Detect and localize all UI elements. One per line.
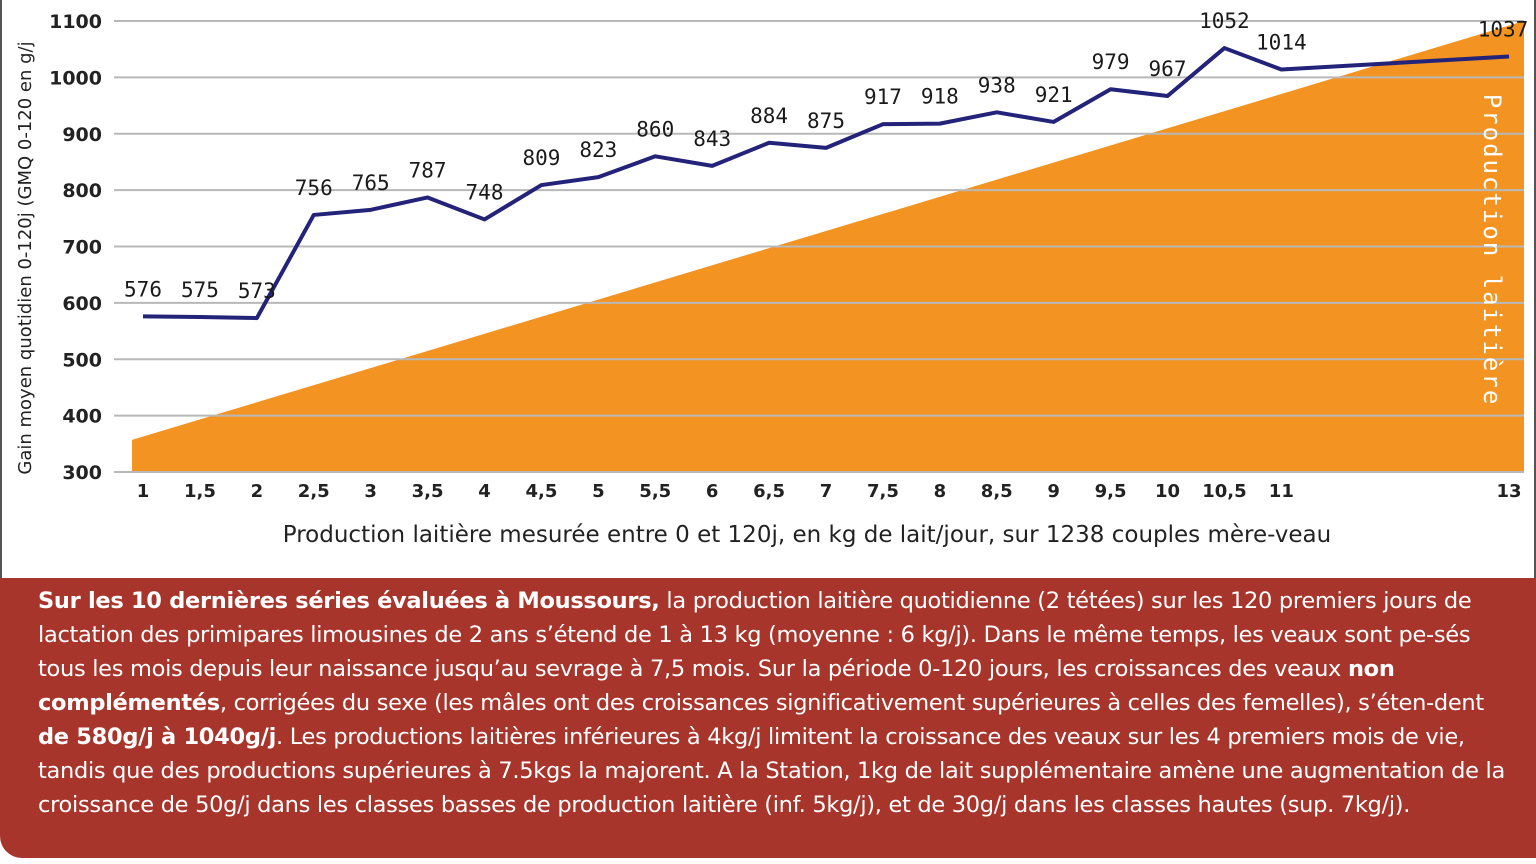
data-label: 1052 [1199, 9, 1250, 33]
data-label: 979 [1092, 50, 1130, 74]
x-tick-label: 8,5 [981, 481, 1013, 502]
y-tick-label: 300 [62, 462, 102, 484]
x-tick-label: 11 [1269, 481, 1294, 502]
data-label: 787 [409, 158, 447, 182]
y-tick-label: 700 [62, 237, 102, 259]
data-label: 921 [1035, 83, 1073, 107]
x-tick-label: 5 [592, 481, 605, 502]
x-tick-label: 3,5 [412, 481, 444, 502]
x-tick-label: 7 [820, 481, 833, 502]
data-label: 823 [579, 138, 617, 162]
data-label: 967 [1149, 57, 1187, 81]
data-label: 884 [750, 104, 788, 128]
data-label: 860 [636, 117, 674, 141]
bold-non-complementes: non complémentés [38, 656, 1395, 716]
x-tick-label: 1,5 [184, 481, 216, 502]
y-axis-label: Gain moyen quotidien 0-120j (GMQ 0-120 e… [15, 41, 36, 474]
x-tick-label: 9 [1047, 481, 1060, 502]
data-label: 748 [466, 180, 504, 204]
data-label: 875 [807, 109, 845, 133]
description-panel: Sur les 10 dernières séries évaluées à M… [0, 578, 1536, 858]
x-tick-label: 4,5 [525, 481, 557, 502]
y-tick-label: 500 [62, 349, 102, 371]
x-tick-label: 4 [478, 481, 491, 502]
data-label: 756 [295, 176, 333, 200]
data-label: 809 [522, 146, 560, 170]
x-tick-label: 10 [1155, 481, 1180, 502]
bold-intro: Sur les 10 dernières séries évaluées à M… [38, 588, 660, 614]
data-label: 576 [124, 277, 162, 301]
y-tick-label: 1100 [49, 11, 102, 33]
x-tick-label: 9,5 [1095, 481, 1127, 502]
x-tick-label: 5,5 [639, 481, 671, 502]
x-tick-label: 8 [934, 481, 947, 502]
y-tick-label: 400 [62, 406, 102, 428]
chart-panel: 576 575 573 756 765 787 748 809 823 860 843 884 875 9… [0, 0, 1536, 578]
data-label: 917 [864, 85, 902, 109]
x-axis-label: Production laitière mesurée entre 0 et 1… [283, 522, 1331, 548]
x-tick-label: 6,5 [753, 481, 785, 502]
y-tick-label: 900 [62, 124, 102, 146]
y-tick-label: 800 [62, 180, 102, 202]
data-label: 938 [978, 73, 1016, 97]
vertical-production-label: Production laitière [1478, 94, 1506, 407]
x-tick-label: 13 [1496, 481, 1521, 502]
y-tick-label: 600 [62, 293, 102, 315]
x-tick-label: 1 [137, 481, 150, 502]
data-label: 843 [693, 127, 731, 151]
x-tick-label: 3 [364, 481, 377, 502]
data-label: 575 [181, 278, 219, 302]
data-label: 573 [238, 279, 276, 303]
paragraph-part-1: la production laitière quotidienne (2 té… [38, 588, 1472, 682]
x-tick-label: 7,5 [867, 481, 899, 502]
data-label: 765 [352, 171, 390, 195]
paragraph-part-2: , corrigées du sexe (les mâles ont des c… [219, 690, 1484, 716]
y-tick-label: 1000 [49, 67, 102, 89]
series-line [142, 46, 1510, 321]
data-label: 918 [921, 85, 959, 109]
x-tick-label: 6 [706, 481, 719, 502]
paragraph-part-3: . Les productions laitières inférieures … [38, 724, 1505, 818]
x-tick-label: 2 [251, 481, 264, 502]
data-label: 1014 [1256, 30, 1307, 54]
data-label: 1037 [1478, 18, 1529, 42]
x-tick-label: 2,5 [298, 481, 330, 502]
x-tick-label: 10,5 [1202, 481, 1246, 502]
bold-range: de 580g/j à 1040g/j [38, 724, 277, 750]
